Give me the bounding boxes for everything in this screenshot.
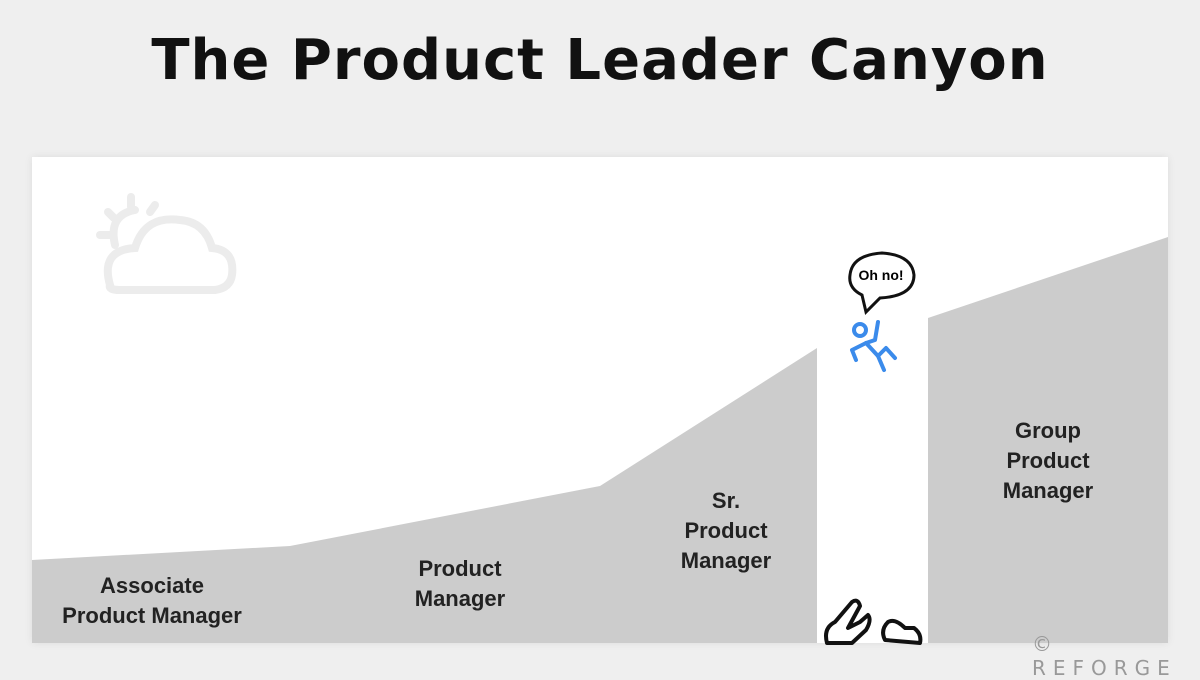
sun-cloud-icon — [96, 193, 237, 294]
label-line: Group — [1015, 418, 1081, 443]
level-group-product-manager: Group Product Manager — [968, 416, 1128, 506]
label-line: Manager — [1002, 478, 1094, 503]
level-associate-product-manager: Associate Product Manager — [52, 571, 252, 631]
crocodile-icon — [824, 598, 923, 645]
terrain-left — [32, 348, 817, 643]
brand-name: REFORGE — [1032, 656, 1177, 680]
page-title: The Product Leader Canyon — [151, 28, 1049, 93]
copyright-icon: © — [1032, 632, 1059, 656]
label-line: Sr. — [711, 488, 741, 513]
speech-text: Oh no! — [858, 267, 903, 283]
label-line: Manager — [414, 586, 506, 611]
reforge-watermark: © REFORGE — [1032, 632, 1200, 680]
level-product-manager: Product Manager — [380, 554, 540, 614]
label-line: Manager — [680, 548, 772, 573]
terrain-right — [928, 237, 1168, 643]
speech-bubble: Oh no! — [848, 251, 916, 315]
label-line: Associate — [100, 573, 204, 598]
label-line: Product — [1006, 448, 1090, 473]
falling-person-icon — [850, 320, 897, 372]
label-line: Product — [418, 556, 502, 581]
label-line: Product Manager — [62, 603, 242, 628]
label-line: Product — [684, 518, 768, 543]
level-sr-product-manager: Sr. Product Manager — [646, 486, 806, 576]
